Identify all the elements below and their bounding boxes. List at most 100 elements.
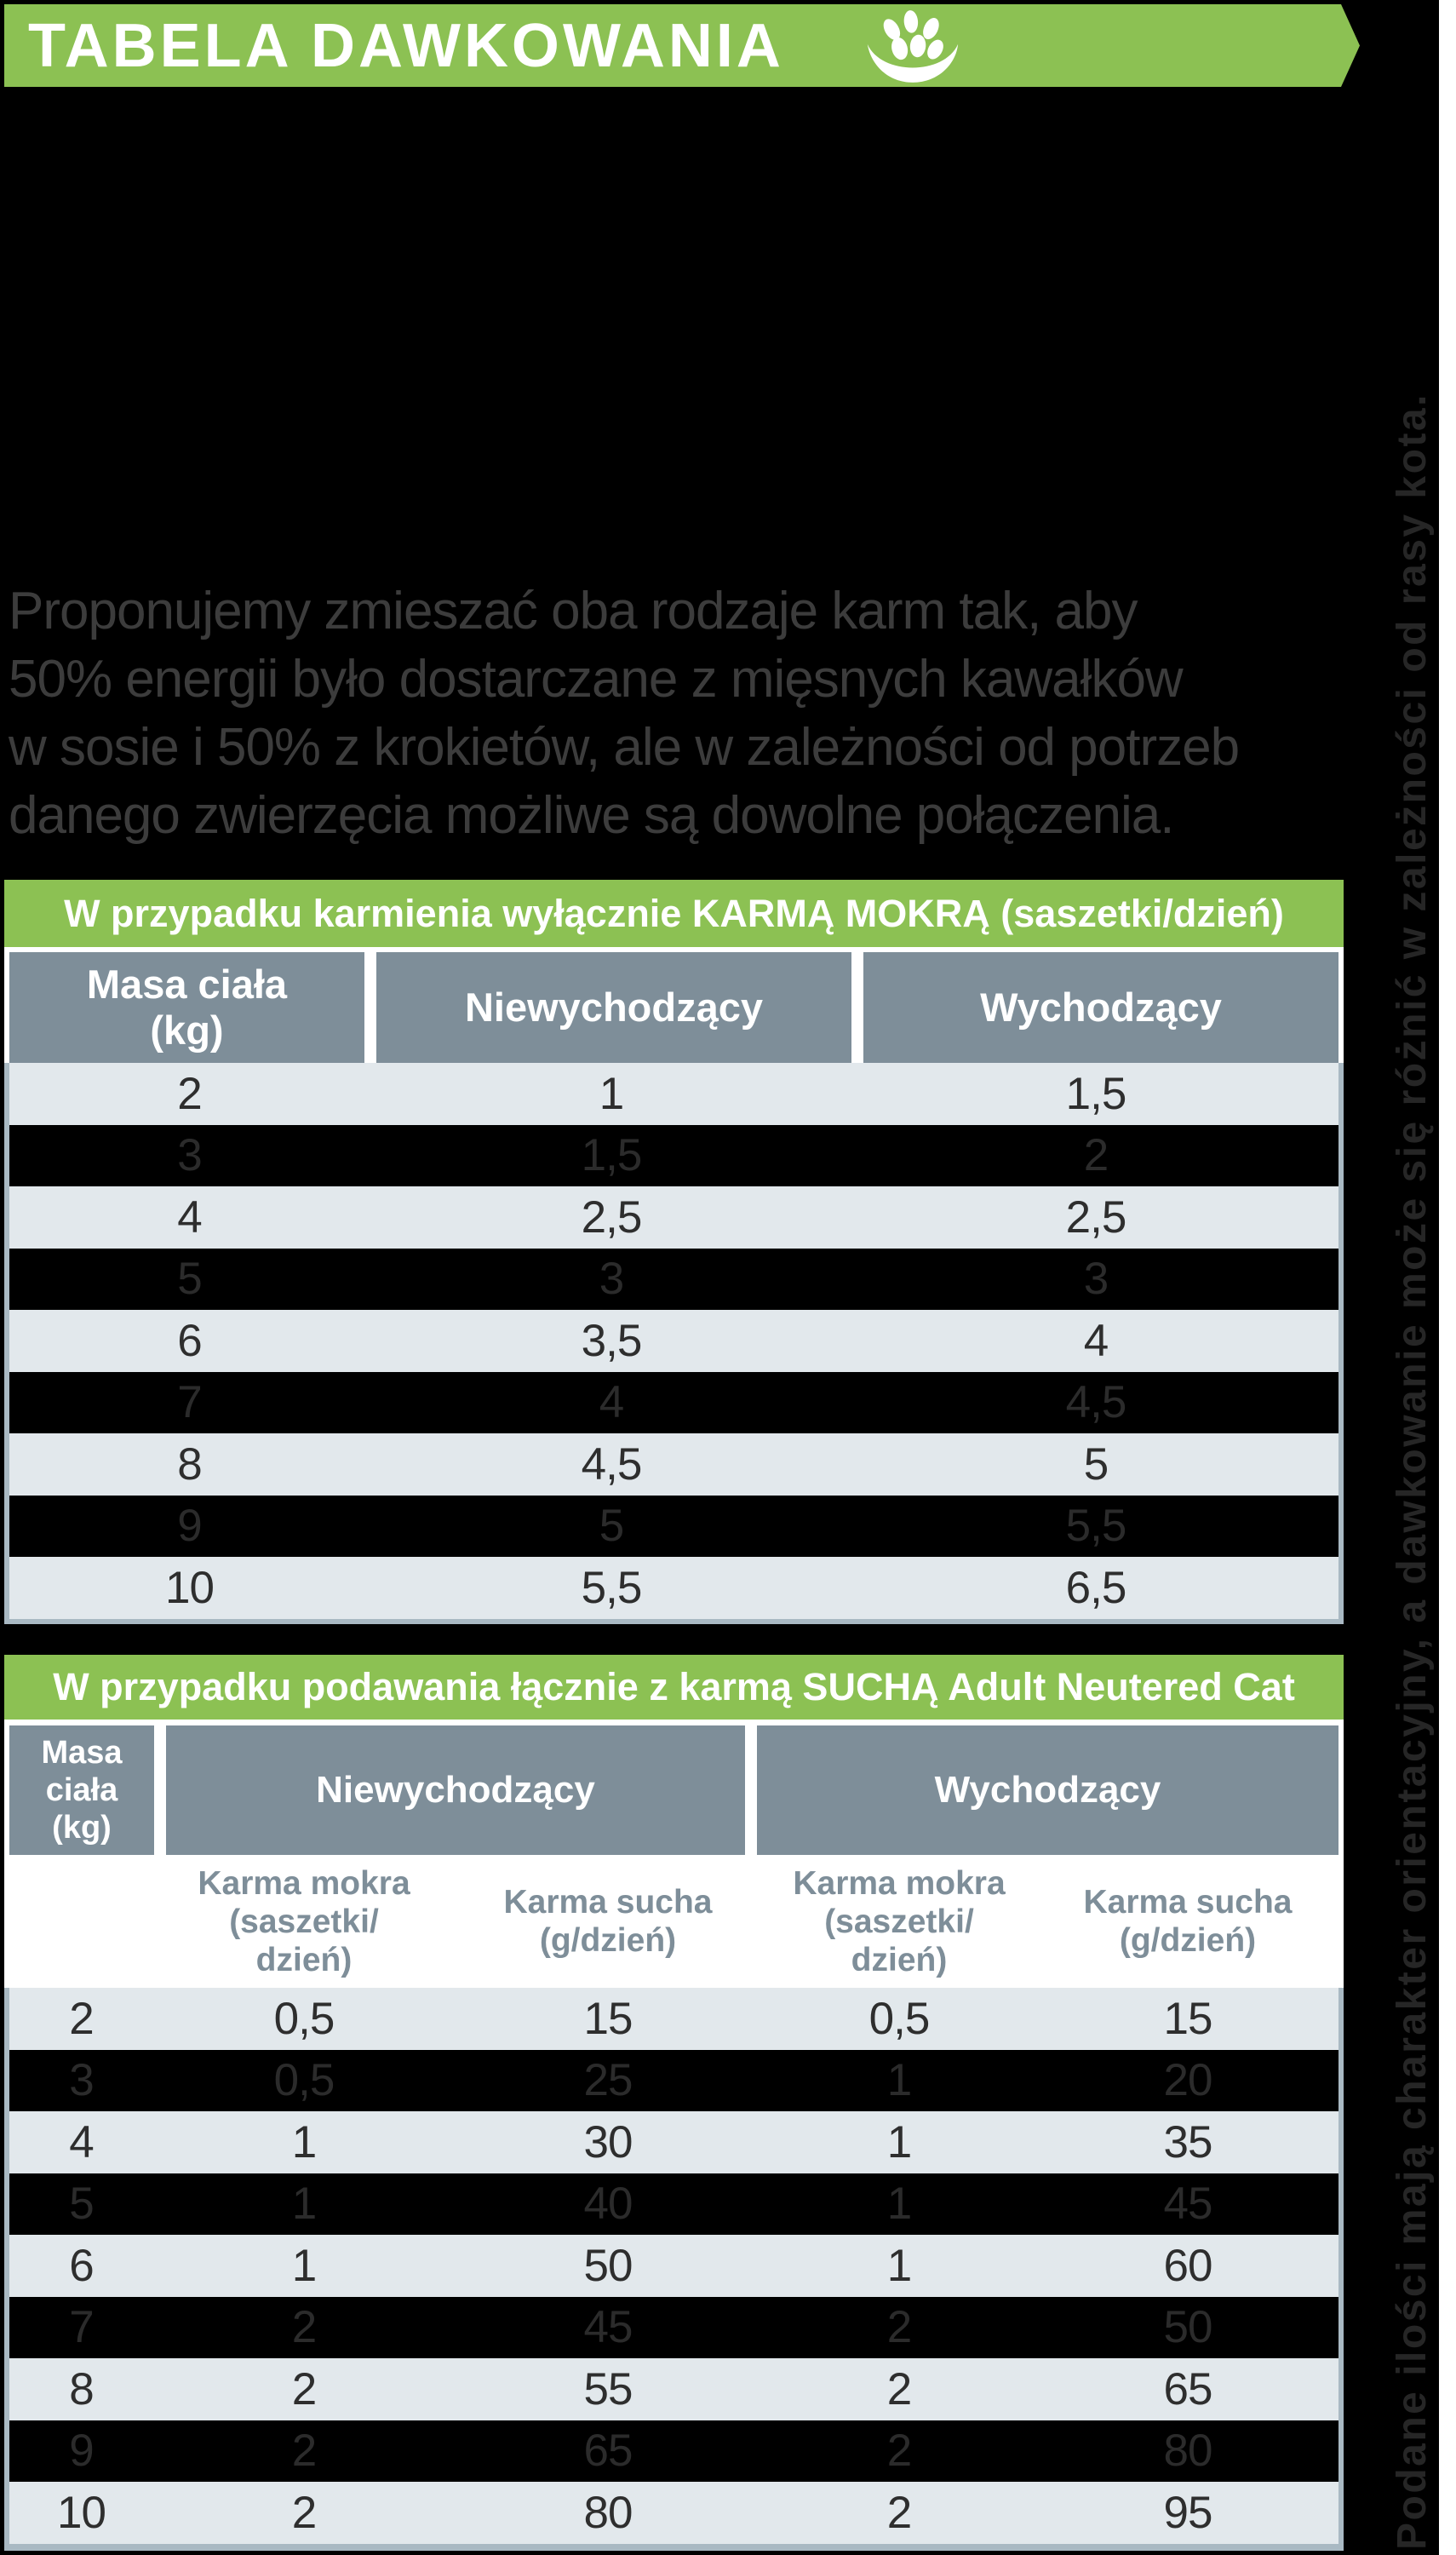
table-cell: 3 (1083, 1254, 1109, 1305)
subheader-wet-indoor: Karma mokra (saszetki/ dzień) (198, 1864, 410, 1978)
table-cell: 0,5 (868, 1993, 931, 2044)
col-header-indoor: Niewychodzący (376, 952, 851, 1063)
subheader-dry-indoor: Karma sucha (g/dzień) (503, 1884, 713, 1959)
table-row: 7 4 4,5 (9, 1371, 1338, 1433)
intro-paragraph: Proponujemy zmieszać oba rodzaje karm ta… (9, 577, 1422, 850)
table-row: 5 3 3 (9, 1248, 1338, 1310)
table-cell: 6,5 (1065, 1562, 1127, 1613)
table-cell: 1,5 (1065, 1068, 1127, 1119)
table-cell: 95 (1163, 2487, 1213, 2538)
table-cell: 0,5 (273, 1993, 335, 2044)
table-cell: 30 (583, 2116, 633, 2167)
table-cell: 1 (886, 2055, 912, 2106)
wet-table-body: 2 1 1,5 3 1,5 2 4 2,5 2,5 5 3 3 6 3,5 (4, 1063, 1344, 1624)
table-cell: 50 (583, 2240, 633, 2291)
table-cell: 2 (886, 2363, 912, 2414)
table-cell: 2,5 (581, 1191, 643, 1243)
table-cell: 4 (1083, 1315, 1109, 1366)
food-bowl-icon (856, 8, 975, 86)
table-row: 10 2 80 2 95 (9, 2482, 1338, 2544)
table-cell: 65 (1163, 2363, 1213, 2414)
table-cell: 4 (177, 1191, 202, 1243)
subheader-wet-outdoor: Karma mokra (saszetki/ dzień) (793, 1864, 1006, 1978)
table-cell: 6 (69, 2240, 94, 2291)
table-cell: 4,5 (1065, 1377, 1127, 1428)
table-cell: 2 (291, 2426, 317, 2477)
page-title: TABELA DAWKOWANIA (28, 11, 784, 80)
table-cell: 45 (1163, 2179, 1213, 2230)
table-cell: 1 (291, 2116, 317, 2167)
table-cell: 4 (69, 2116, 94, 2167)
table-cell: 7 (177, 1377, 202, 1428)
col-header-body-mass: Masa ciała (kg) (9, 952, 364, 1063)
table-cell: 50 (1163, 2302, 1213, 2353)
mix-table-header: Masa ciała (kg) Niewychodzący Wychodzący (4, 1720, 1344, 1855)
table-cell: 5 (69, 2179, 94, 2230)
table-cell: 2 (1083, 1130, 1109, 1181)
table-cell: 3 (177, 1130, 202, 1181)
table-cell: 35 (1163, 2116, 1213, 2167)
mix-table-title: W przypadku podawania łącznie z karmą SU… (53, 1665, 1295, 1708)
table-cell: 3 (599, 1254, 624, 1305)
table-cell: 8 (69, 2363, 94, 2414)
table-row: 7 2 45 2 50 (9, 2296, 1338, 2358)
table-row: 5 1 40 1 45 (9, 2173, 1338, 2235)
wet-table-header: Masa ciała (kg) Niewychodzący Wychodzący (4, 947, 1344, 1063)
table-cell: 1 (886, 2116, 912, 2167)
table-cell: 10 (165, 1562, 215, 1613)
subheader-dry-outdoor: Karma sucha (g/dzień) (1083, 1884, 1293, 1959)
table-row: 3 0,5 25 1 20 (9, 2049, 1338, 2111)
table-cell: 2 (69, 1993, 94, 2044)
table-cell: 9 (177, 1501, 202, 1552)
table-row: 3 1,5 2 (9, 1124, 1338, 1186)
table-cell: 1,5 (581, 1130, 643, 1181)
table-cell: 1 (291, 2179, 317, 2230)
table-cell: 5 (1083, 1438, 1109, 1490)
table-cell: 2 (886, 2487, 912, 2538)
table-cell: 55 (583, 2363, 633, 2414)
table-row: 6 3,5 4 (9, 1310, 1338, 1372)
table-cell: 5 (177, 1254, 202, 1305)
table-cell: 2,5 (1065, 1191, 1127, 1243)
table-cell: 60 (1163, 2240, 1213, 2291)
table-cell: 2 (177, 1068, 202, 1119)
col-header-outdoor: Wychodzący (757, 1725, 1338, 1855)
table-cell: 3,5 (581, 1315, 643, 1366)
table-cell: 6 (177, 1315, 202, 1366)
table-cell: 5 (599, 1501, 624, 1552)
header-ribbon: TABELA DAWKOWANIA (4, 4, 1360, 87)
table-row: 4 1 30 1 35 (9, 2111, 1338, 2173)
table-row: 2 0,5 15 0,5 15 (9, 1988, 1338, 2050)
wet-table-title-bar: W przypadku karmienia wyłącznie KARMĄ MO… (4, 880, 1344, 947)
table-cell: 1 (886, 2240, 912, 2291)
table-row: 9 2 65 2 80 (9, 2420, 1338, 2482)
col-header-body-mass: Masa ciała (kg) (9, 1725, 154, 1855)
table-cell: 65 (583, 2426, 633, 2477)
table-cell: 5,5 (581, 1562, 643, 1613)
table-cell: 40 (583, 2179, 633, 2230)
table-cell: 2 (291, 2302, 317, 2353)
table-cell: 7 (69, 2302, 94, 2353)
table-cell: 15 (583, 1993, 633, 2044)
mix-table-title-bar: W przypadku podawania łącznie z karmą SU… (4, 1655, 1344, 1720)
mix-table-subheader: Karma mokra (saszetki/ dzień) Karma such… (4, 1855, 1344, 1988)
table-cell: 2 (886, 2426, 912, 2477)
intro-line: 50% energii było dostarczane z mięsnych … (9, 650, 1184, 709)
table-row: 6 1 50 1 60 (9, 2235, 1338, 2297)
table-cell: 1 (886, 2179, 912, 2230)
table-row: 8 4,5 5 (9, 1433, 1338, 1496)
table-cell: 2 (291, 2363, 317, 2414)
table-cell: 80 (583, 2487, 633, 2538)
table-cell: 1 (599, 1068, 624, 1119)
table-cell: 25 (583, 2055, 633, 2106)
col-header-outdoor: Wychodzący (863, 952, 1338, 1063)
intro-line: danego zwierzęcia możliwe są dowolne poł… (9, 786, 1174, 845)
table-row: 8 2 55 2 65 (9, 2358, 1338, 2420)
table-row: 9 5 5,5 (9, 1495, 1338, 1557)
table-cell: 5,5 (1065, 1501, 1127, 1552)
table-row: 2 1 1,5 (9, 1063, 1338, 1125)
mix-table-body: 2 0,5 15 0,5 15 3 0,5 25 1 20 4 1 30 1 3… (4, 1988, 1344, 2551)
table-cell: 20 (1163, 2055, 1213, 2106)
table-cell: 2 (291, 2487, 317, 2538)
